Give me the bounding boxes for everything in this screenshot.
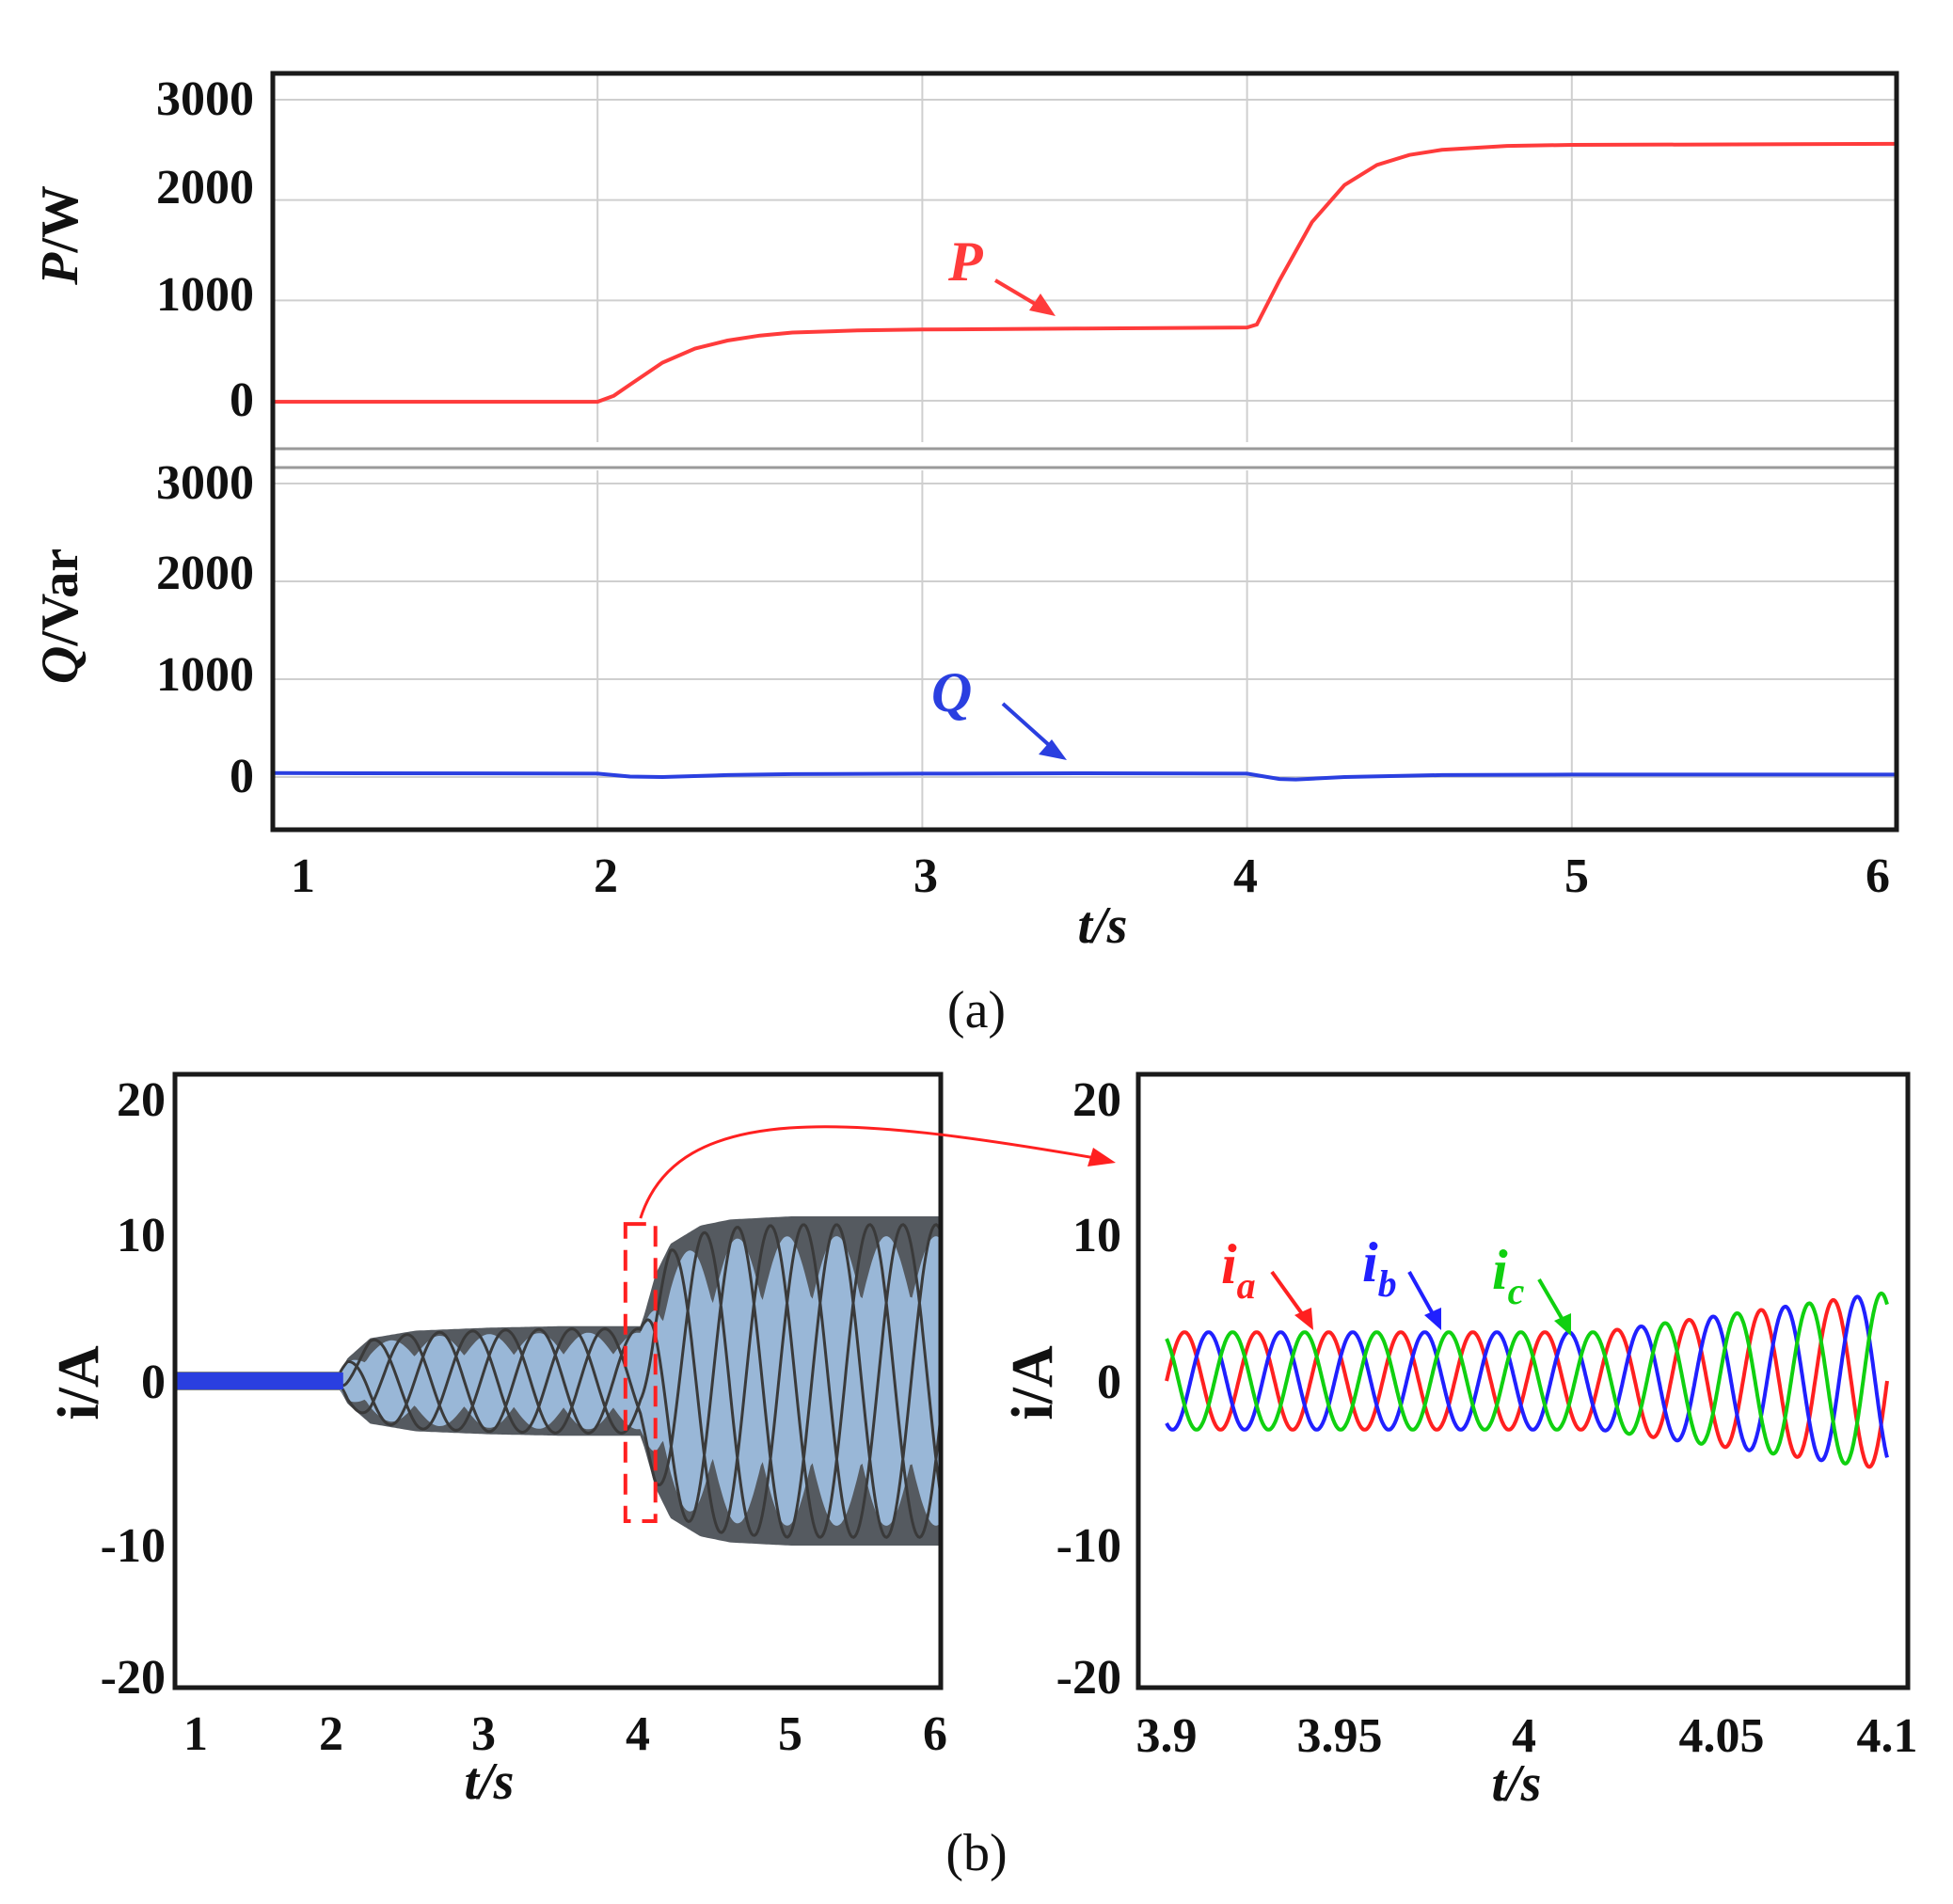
bl-xtick-5: 5 — [778, 1707, 802, 1761]
ib-annotation-arrow — [1407, 1271, 1437, 1320]
bl-xtick-4: 4 — [626, 1707, 650, 1761]
ia-annotation-arrowhead — [1294, 1308, 1313, 1330]
br-ytick-10: 10 — [1072, 1209, 1121, 1262]
bl-ytick-10: 10 — [117, 1209, 166, 1262]
a-xtick-5: 5 — [1564, 849, 1589, 903]
ic-annotation: ic — [1492, 1239, 1525, 1312]
br-xtick-4.05: 4.05 — [1679, 1709, 1765, 1763]
q-ytick-1000: 1000 — [156, 648, 254, 702]
p-ytick-1000: 1000 — [156, 268, 254, 322]
bl-xtick-2: 2 — [319, 1707, 343, 1761]
ia-annotation-main: i — [1221, 1233, 1237, 1295]
ib-annotation: ib — [1362, 1231, 1397, 1305]
panel-b-right: 20 10 0 -10 -20 3.9 3.95 4 4.05 4.1 t/s … — [945, 1071, 1918, 1882]
br-ytick-0: 0 — [1097, 1356, 1121, 1409]
caption-a: (a) — [947, 981, 1006, 1039]
p-annotation-arrowhead — [1029, 294, 1056, 316]
bl-ytick-m20: -20 — [101, 1651, 166, 1705]
br-ytick-m10: -10 — [1056, 1519, 1121, 1573]
q-ytick-0: 0 — [230, 750, 254, 803]
bl-xlabel: t/s — [465, 1753, 515, 1811]
panel-a: 0 1000 2000 3000 0 1000 2000 3000 1 2 3 … — [31, 71, 1899, 1039]
ib-annotation-sub: b — [1378, 1262, 1397, 1305]
a-xtick-6: 6 — [1866, 849, 1890, 903]
br-xtick-4: 4 — [1512, 1709, 1536, 1763]
ic-annotation-arrow — [1537, 1277, 1567, 1326]
b-left-plot-area — [175, 1216, 941, 1546]
q-series-line — [272, 770, 1897, 782]
ic-annotation-sub: c — [1508, 1270, 1525, 1312]
ia-series-line — [1165, 1297, 1889, 1469]
p-ylabel-symbol: P — [31, 252, 89, 286]
p-ylabel: P/W — [31, 185, 89, 286]
p-ytick-2000: 2000 — [156, 161, 254, 214]
ic-series-line — [1165, 1291, 1889, 1466]
zoom-connector-arrowhead — [1088, 1148, 1116, 1166]
q-ytick-2000: 2000 — [156, 547, 254, 600]
a-xtick-2: 2 — [594, 849, 618, 903]
ic-annotation-arrowhead — [1554, 1313, 1571, 1336]
bl-ylabel: i/A — [47, 1345, 111, 1420]
ic-annotation-main: i — [1492, 1239, 1508, 1301]
q-ylabel-unit: /Var — [31, 548, 89, 647]
ia-annotation: ia — [1221, 1233, 1256, 1307]
panel-a-frame — [270, 71, 1899, 833]
ib-annotation-main: i — [1362, 1231, 1378, 1293]
br-xtick-3.9: 3.9 — [1136, 1709, 1198, 1763]
ib-series-line — [1165, 1294, 1889, 1463]
panel-a-gridlines — [272, 73, 1897, 830]
q-annotation-arrowhead — [1039, 739, 1067, 760]
q-annotation: Q — [931, 661, 972, 723]
b-left-frame — [172, 1071, 944, 1690]
br-ytick-20: 20 — [1072, 1073, 1121, 1127]
a-xtick-4: 4 — [1233, 849, 1258, 903]
current-envelope-pattern — [339, 1223, 941, 1539]
br-xtick-4.1: 4.1 — [1857, 1709, 1918, 1763]
br-xtick-3.95: 3.95 — [1297, 1709, 1383, 1763]
panel-b-left: 20 10 0 -10 -20 1 2 3 4 5 6 t/s i/A — [47, 1071, 1116, 1811]
zoom-connector-arrow — [639, 1125, 1102, 1219]
b-right-plot-area — [1165, 1291, 1889, 1469]
br-ytick-m20: -20 — [1056, 1651, 1121, 1705]
br-ylabel: i/A — [1001, 1345, 1065, 1420]
bl-ytick-20: 20 — [117, 1073, 166, 1127]
a-xtick-3: 3 — [913, 849, 938, 903]
bl-xtick-3: 3 — [471, 1707, 496, 1761]
p-series-line — [273, 141, 1897, 405]
b-right-frame — [1135, 1071, 1911, 1690]
ia-annotation-sub: a — [1237, 1264, 1256, 1307]
ib-annotation-arrowhead — [1424, 1308, 1441, 1330]
p-ytick-3000: 3000 — [156, 72, 254, 126]
p-ytick-0: 0 — [230, 373, 254, 427]
ia-annotation-arrow — [1270, 1270, 1308, 1321]
bl-ytick-0: 0 — [141, 1356, 166, 1409]
a-xtick-1: 1 — [291, 849, 315, 903]
q-ylabel: Q/Var — [31, 548, 89, 684]
q-ytick-3000: 3000 — [156, 456, 254, 510]
p-ylabel-unit: /W — [31, 185, 89, 254]
bl-ytick-m10: -10 — [101, 1519, 166, 1573]
p-annotation: P — [947, 230, 984, 293]
br-xlabel: t/s — [1492, 1754, 1542, 1813]
bl-xtick-1: 1 — [183, 1707, 208, 1761]
a-xlabel: t/s — [1078, 896, 1128, 955]
caption-b: (b) — [945, 1824, 1007, 1882]
bl-xtick-6: 6 — [923, 1707, 947, 1761]
q-ylabel-symbol: Q — [31, 646, 89, 684]
zoom-region-box — [623, 1222, 658, 1523]
current-envelope-light — [175, 1236, 941, 1526]
